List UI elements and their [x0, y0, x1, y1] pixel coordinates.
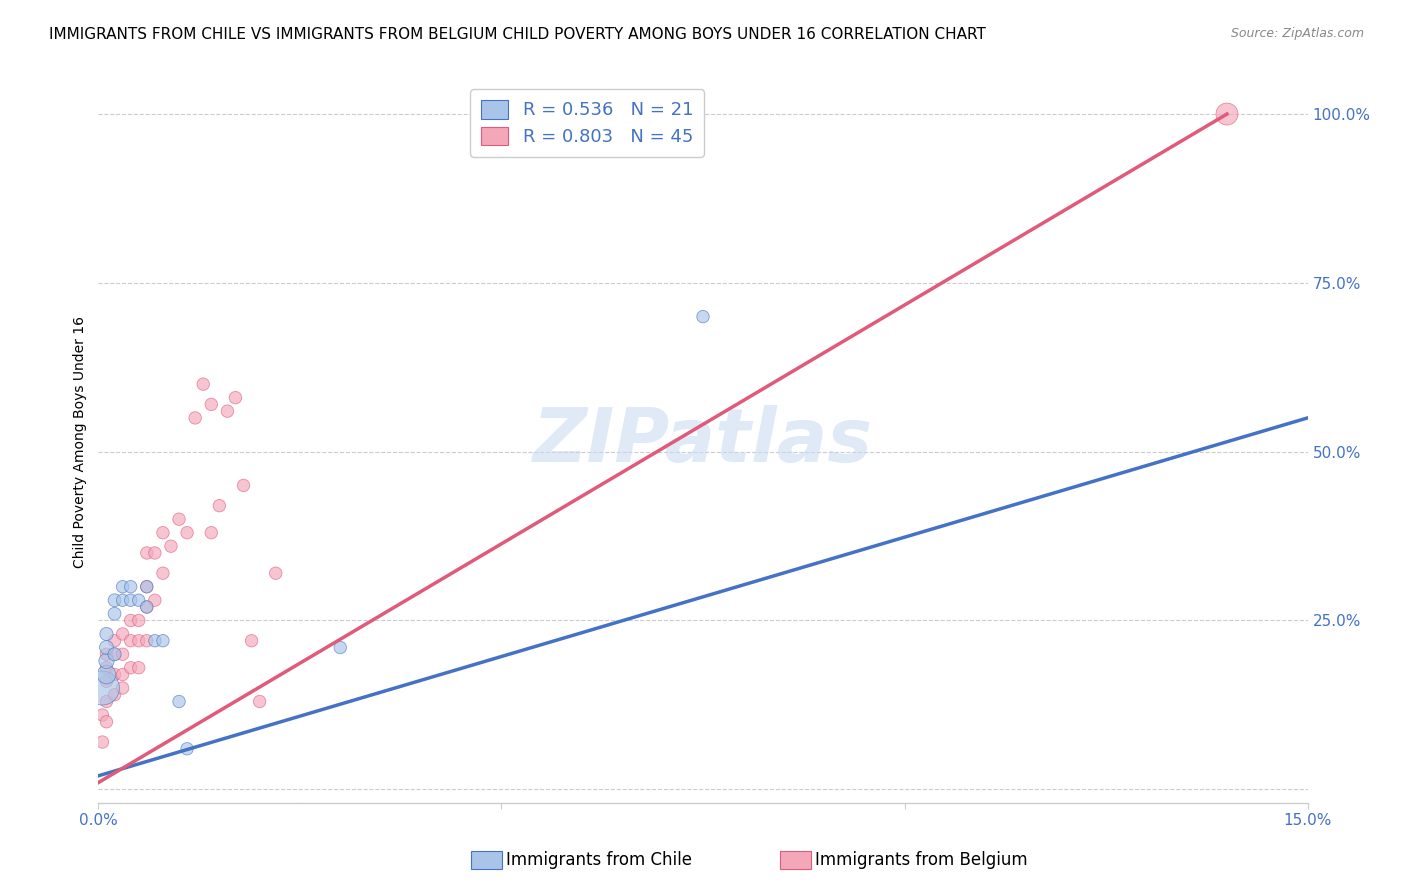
Point: [128, 633, 150, 648]
Point: [120, 661, 142, 675]
Point: [184, 411, 207, 425]
Point: [111, 580, 134, 594]
Point: [91, 681, 114, 695]
Point: [103, 633, 125, 648]
Text: Immigrants from Belgium: Immigrants from Belgium: [815, 851, 1028, 869]
Point: [232, 478, 254, 492]
Point: [111, 593, 134, 607]
Point: [249, 694, 271, 708]
Point: [208, 499, 231, 513]
Point: [264, 566, 287, 581]
Point: [103, 607, 125, 621]
Legend: R = 0.536   N = 21, R = 0.803   N = 45: R = 0.536 N = 21, R = 0.803 N = 45: [470, 89, 704, 157]
Point: [91, 708, 114, 723]
Point: [217, 404, 239, 418]
Point: [135, 580, 157, 594]
Point: [128, 593, 150, 607]
Point: [96, 694, 118, 708]
Point: [96, 640, 118, 655]
Point: [1216, 107, 1239, 121]
Point: [111, 627, 134, 641]
Text: Source: ZipAtlas.com: Source: ZipAtlas.com: [1230, 27, 1364, 40]
Point: [96, 674, 118, 689]
Point: [200, 525, 222, 540]
Point: [288, 803, 311, 817]
Point: [143, 633, 166, 648]
Y-axis label: Child Poverty Among Boys Under 16: Child Poverty Among Boys Under 16: [73, 316, 87, 567]
Point: [120, 633, 142, 648]
Point: [103, 593, 125, 607]
Point: [176, 741, 198, 756]
Point: [152, 633, 174, 648]
Point: [120, 580, 142, 594]
Point: [128, 661, 150, 675]
Point: [96, 661, 118, 675]
Point: [111, 681, 134, 695]
Point: [103, 688, 125, 702]
Point: [96, 667, 118, 681]
Point: [224, 391, 246, 405]
Point: [111, 647, 134, 661]
Point: [103, 647, 125, 661]
Point: [135, 599, 157, 614]
Point: [152, 566, 174, 581]
Point: [111, 667, 134, 681]
Text: ZIPatlas: ZIPatlas: [533, 405, 873, 478]
Point: [103, 667, 125, 681]
Point: [135, 546, 157, 560]
Point: [193, 377, 215, 392]
Point: [96, 654, 118, 668]
Point: [103, 647, 125, 661]
Point: [135, 580, 157, 594]
Text: Immigrants from Chile: Immigrants from Chile: [506, 851, 692, 869]
Point: [167, 694, 190, 708]
Point: [176, 525, 198, 540]
Point: [167, 512, 190, 526]
Point: [240, 633, 263, 648]
Point: [329, 640, 352, 655]
Point: [96, 714, 118, 729]
Point: [143, 546, 166, 560]
Point: [692, 310, 714, 324]
Point: [128, 614, 150, 628]
Point: [200, 397, 222, 411]
Point: [91, 735, 114, 749]
Point: [143, 593, 166, 607]
Point: [135, 599, 157, 614]
Point: [120, 614, 142, 628]
Point: [152, 525, 174, 540]
Point: [160, 539, 183, 553]
Point: [96, 627, 118, 641]
Text: IMMIGRANTS FROM CHILE VS IMMIGRANTS FROM BELGIUM CHILD POVERTY AMONG BOYS UNDER : IMMIGRANTS FROM CHILE VS IMMIGRANTS FROM…: [49, 27, 986, 42]
Point: [120, 593, 142, 607]
Point: [135, 633, 157, 648]
Point: [96, 647, 118, 661]
